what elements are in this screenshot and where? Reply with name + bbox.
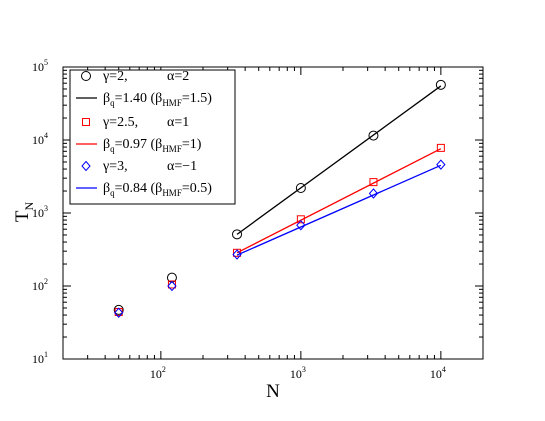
fit-line <box>236 85 442 235</box>
x-axis-title: N <box>266 381 280 402</box>
legend-box <box>69 69 236 205</box>
fit-line <box>236 148 442 254</box>
series-layer <box>113 79 446 319</box>
data-point <box>296 219 306 231</box>
legend-marker <box>81 160 91 172</box>
series-0 <box>113 79 446 315</box>
x-tick-label: 102 <box>150 365 166 381</box>
data-point <box>368 130 379 141</box>
legend-label-alpha: α=−1 <box>167 159 197 174</box>
series-5 <box>236 164 442 256</box>
legend-label-alpha: α=1 <box>167 115 189 130</box>
data-point <box>435 79 446 90</box>
axis-ticks: 102 103 104 101 102 103 104 105 <box>32 58 484 381</box>
data-point <box>369 178 378 187</box>
data-point <box>114 307 124 319</box>
y-tick-label: 101 <box>32 350 48 366</box>
data-point <box>368 188 379 199</box>
legend-label: βq=0.97 (βHMF=1) <box>103 137 202 154</box>
legend-label-alpha: α=2 <box>167 69 189 84</box>
fit-line <box>236 164 442 256</box>
series-3 <box>236 148 442 254</box>
legend: γ=2, α=2 βq=1.40 (βHMF=1.5) γ=2.5, α=1 βq=0.9… <box>69 69 236 205</box>
data-point <box>232 229 243 240</box>
legend-label: βq=1.40 (βHMF=1.5) <box>103 91 212 108</box>
data-point <box>436 159 446 170</box>
y-tick-label: 102 <box>32 277 48 293</box>
series-4 <box>114 159 446 319</box>
legend-marker <box>82 118 90 126</box>
data-point <box>113 304 124 315</box>
data-point <box>232 249 242 260</box>
x-tick-label: 103 <box>290 365 306 381</box>
y-tick-label: 103 <box>32 204 48 220</box>
y-axis-title: TN <box>12 202 36 223</box>
data-point <box>296 215 305 224</box>
legend-marker <box>81 71 91 81</box>
y-tick-label: 104 <box>32 131 48 147</box>
data-point <box>295 183 306 194</box>
data-point <box>167 280 177 292</box>
x-tick-label: 104 <box>430 365 446 381</box>
data-point <box>436 143 445 152</box>
legend-label: γ=3, <box>102 159 128 174</box>
legend-label: γ=2, <box>102 69 128 84</box>
series-1 <box>236 85 442 235</box>
legend-label: βq=0.84 (βHMF=0.5) <box>103 181 212 198</box>
y-tick-label: 105 <box>32 58 48 74</box>
legend-label: γ=2.5, <box>102 115 138 130</box>
